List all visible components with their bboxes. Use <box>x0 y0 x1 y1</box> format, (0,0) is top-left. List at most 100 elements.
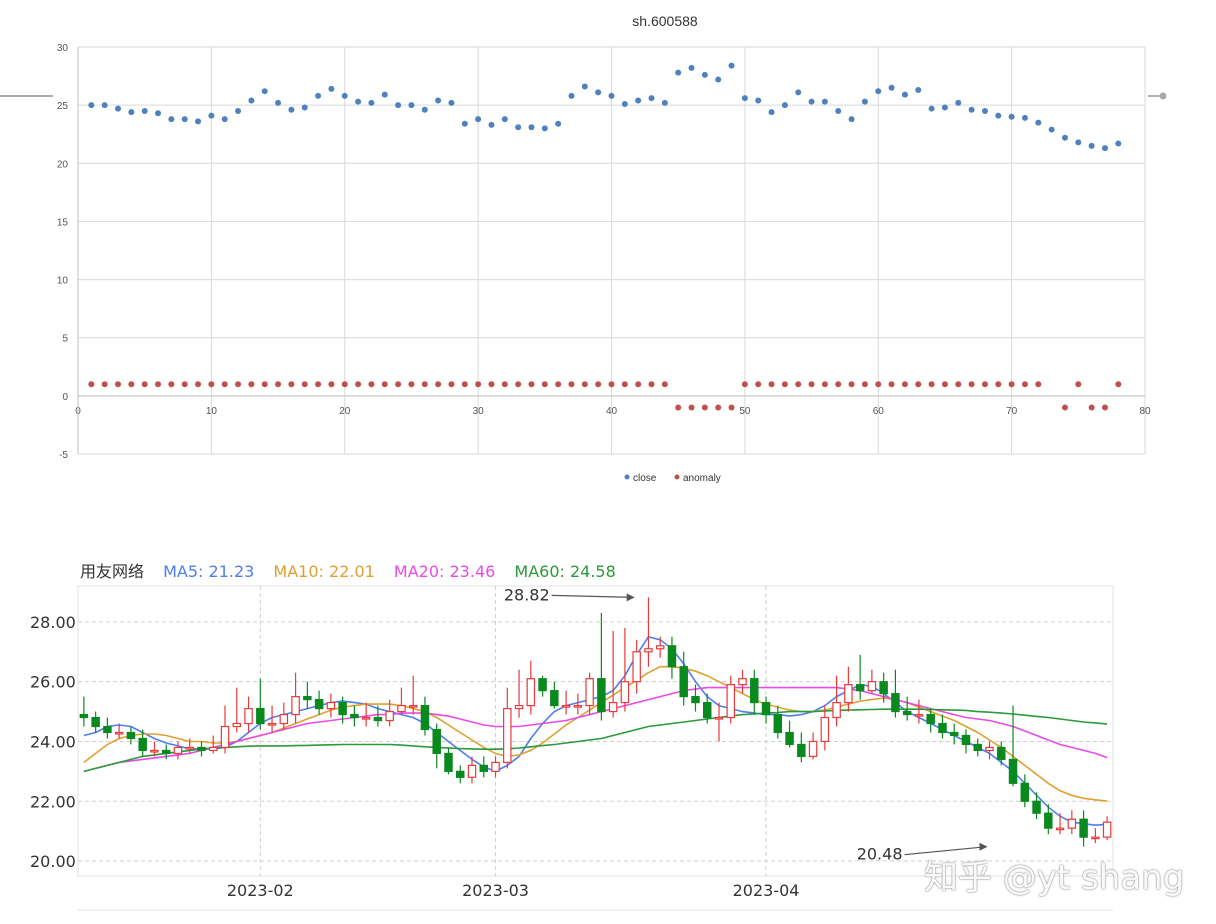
candle-up <box>738 678 747 686</box>
candle-down <box>997 746 1006 761</box>
x-tick-label: 50 <box>739 406 751 417</box>
annotation-label: 20.48 <box>857 845 903 864</box>
close-point <box>475 116 482 123</box>
candle-up <box>867 681 877 692</box>
x-tick-label: 10 <box>206 406 218 417</box>
close-point <box>821 98 828 105</box>
candle-down <box>949 731 959 737</box>
anomaly-point <box>1115 381 1122 388</box>
anomaly-point <box>968 381 975 388</box>
close-point <box>435 97 442 104</box>
anomaly-point <box>501 381 508 388</box>
anomaly-point <box>728 404 735 411</box>
annotation-arrow-line <box>904 846 987 856</box>
annotation-arrow-head <box>979 842 988 851</box>
candle-up <box>503 707 512 763</box>
close-point <box>515 124 522 131</box>
anomaly-point <box>221 381 228 388</box>
close-point <box>741 95 748 102</box>
anomaly-point <box>621 381 628 388</box>
candle-down <box>444 752 453 772</box>
candle-down <box>773 713 783 734</box>
anomaly-point <box>741 381 748 388</box>
anomaly-point <box>755 381 762 388</box>
candle-up <box>491 761 500 772</box>
candle-up <box>326 701 336 710</box>
candle-down <box>161 749 171 755</box>
close-point <box>955 99 962 106</box>
watermark-text: 知乎 @yt shang <box>924 858 1185 898</box>
annotation-arrow-line <box>551 594 634 598</box>
close-point <box>781 102 788 109</box>
close-point <box>355 98 362 105</box>
y-tick-label: 26.00 <box>30 673 76 692</box>
candle-down <box>961 734 971 746</box>
close-point <box>808 98 815 105</box>
ma20-label: MA20: 23.46 <box>393 562 496 581</box>
anomaly-point <box>488 381 495 388</box>
x-tick-label: 30 <box>473 406 485 417</box>
candle-down <box>1008 758 1018 784</box>
anomaly-point <box>981 381 988 388</box>
candle-down <box>797 743 806 758</box>
candle-up <box>150 749 159 753</box>
candle-up <box>585 678 594 707</box>
candle-down <box>1032 800 1041 814</box>
close-point <box>1075 139 1082 146</box>
y-tick-label: 28.00 <box>30 613 76 632</box>
close-point <box>568 92 575 99</box>
close-point <box>461 120 468 127</box>
candle-down <box>256 707 265 725</box>
anomaly-point <box>515 381 522 388</box>
close-point <box>581 83 588 90</box>
close-point <box>235 107 242 114</box>
anomaly-point <box>768 381 775 388</box>
y-tick-label: 10 <box>57 276 69 287</box>
candle-up <box>573 704 583 708</box>
candle-down <box>1044 812 1053 829</box>
anomaly-point <box>955 381 962 388</box>
plot-border <box>77 585 1114 877</box>
anomaly-point <box>235 381 242 388</box>
candlestick-chart: 20.00 22.00 24.00 26.00 28.00 2023-02 2023-03 2… <box>30 585 1114 911</box>
candle-up <box>1055 827 1065 831</box>
anomaly-point <box>608 381 615 388</box>
anomaly-point <box>1101 404 1108 411</box>
y-tick-label: 15 <box>57 217 69 228</box>
anomaly-point <box>888 381 895 388</box>
y-tick-label: 20.00 <box>30 852 76 871</box>
candle-down <box>879 681 888 695</box>
ma20-line <box>83 686 1108 773</box>
scatter-legend: close anomaly <box>624 473 721 484</box>
close-point <box>661 99 668 106</box>
close-point <box>888 84 895 91</box>
close-point <box>248 97 255 104</box>
anomaly-point <box>901 381 908 388</box>
candle-down <box>373 716 383 722</box>
anomaly-point <box>115 381 122 388</box>
close-point <box>635 97 642 104</box>
candle-down <box>103 725 112 734</box>
anomaly-point <box>395 381 402 388</box>
anomaly-point <box>128 381 135 388</box>
y-tick-label: 20 <box>57 159 69 170</box>
candle-up <box>820 716 830 743</box>
anomaly-point <box>1021 381 1028 388</box>
candle-down <box>550 690 559 707</box>
ma5-label: MA5: 21.23 <box>163 562 255 581</box>
anomaly-point <box>301 381 308 388</box>
close-point <box>1008 113 1015 120</box>
close-point <box>1035 119 1042 126</box>
anomaly-point <box>541 381 548 388</box>
close-point <box>168 116 175 123</box>
close-point <box>675 69 682 76</box>
anomaly-point <box>261 381 268 388</box>
anomaly-point <box>88 381 95 388</box>
close-point <box>101 102 108 109</box>
anomaly-point <box>1075 381 1082 388</box>
candle-down <box>314 699 324 710</box>
candle-down <box>891 693 900 713</box>
candle-down <box>597 678 606 713</box>
close-point <box>1101 145 1108 152</box>
ma10-label: MA10: 22.01 <box>273 562 375 581</box>
